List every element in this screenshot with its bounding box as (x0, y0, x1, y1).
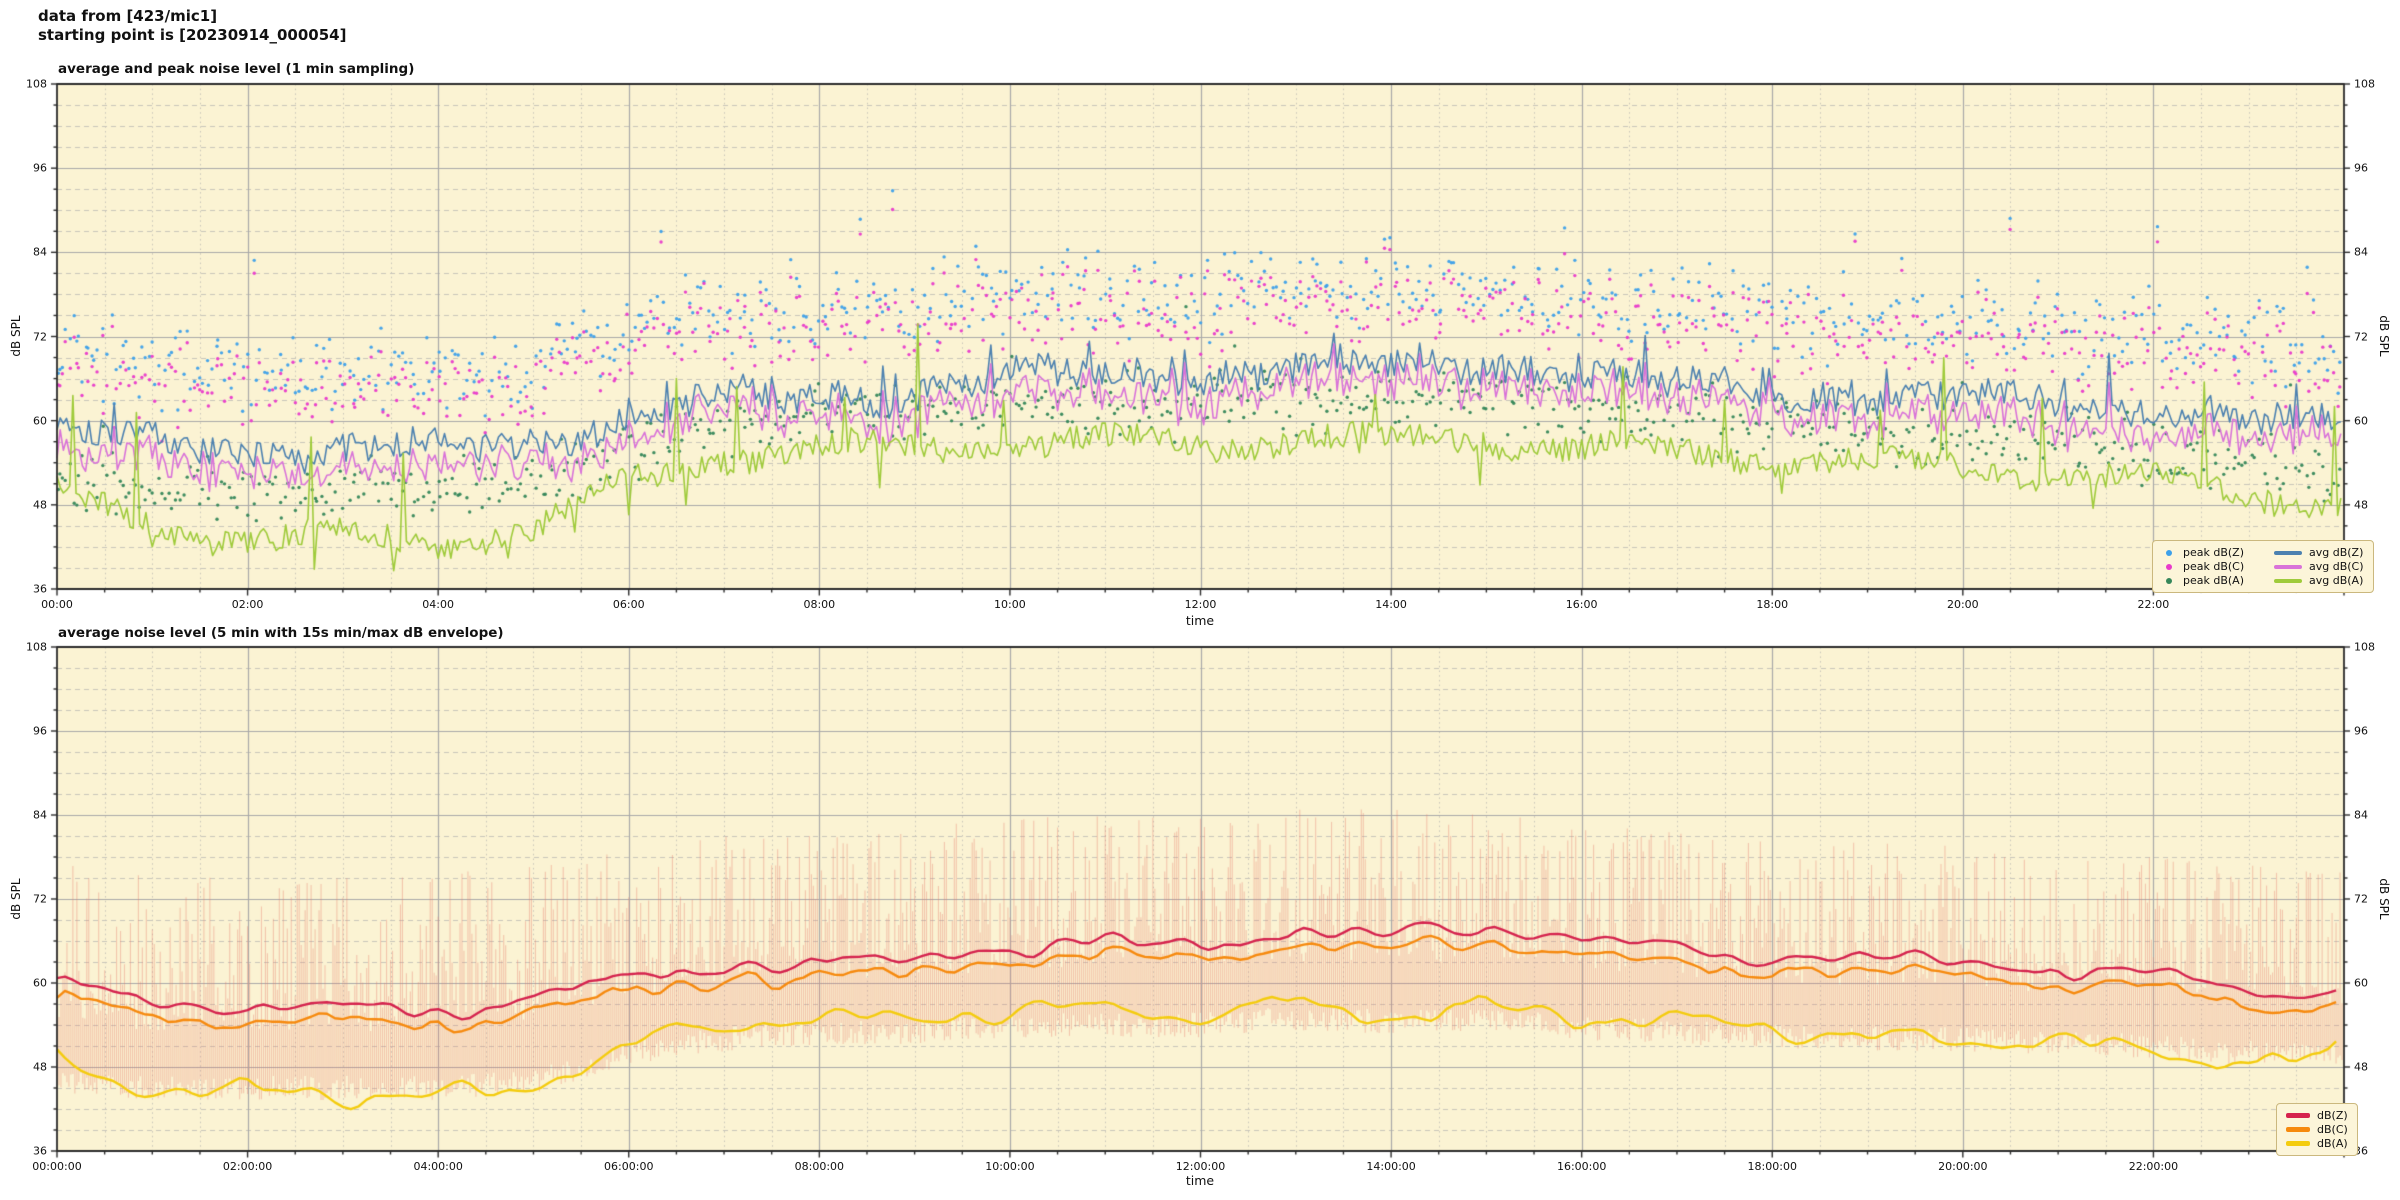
legend-label: peak dB(A) (2183, 574, 2244, 587)
y-tick-label-left: 60 (33, 976, 47, 990)
y-tick-label-left: 84 (33, 808, 47, 822)
legend-grid: peak dB(Z) avg dB(Z) peak dB(C) avg dB(C) pe… (2153, 541, 2373, 592)
y-tick-label-right: 96 (2354, 724, 2368, 738)
legend-bottom-chart: dB(Z) dB(C) dB(A) (2276, 1103, 2358, 1156)
x-tick-label: 18:00 (1756, 598, 1789, 611)
legend-marker-db-z- (2286, 1113, 2310, 1118)
x-tick-label: 08:00 (803, 598, 836, 611)
legend-grid: dB(Z) dB(C) dB(A) (2277, 1104, 2357, 1155)
x-tick-label: 12:00:00 (1175, 1160, 1226, 1173)
chart1-ylabel-left: dB SPL (9, 315, 23, 357)
x-tick-label: 04:00:00 (413, 1160, 463, 1173)
x-tick-label: 14:00 (1375, 598, 1407, 611)
y-tick-label-right: 48 (2354, 498, 2368, 512)
y-tick-label-left: 36 (33, 582, 47, 596)
legend-label: avg dB(A) (2309, 574, 2364, 587)
y-tick-label-right: 48 (2354, 1060, 2368, 1074)
chart2-ylabel-left: dB SPL (9, 878, 23, 920)
legend-marker-peak-db-z- (2166, 549, 2172, 556)
y-tick-label-right: 108 (2354, 640, 2375, 654)
y-tick-label-left: 96 (33, 161, 47, 175)
y-tick-label-right: 84 (2354, 808, 2368, 822)
chart1-ylabel-right: dB SPL (2377, 315, 2391, 357)
y-tick-label-right: 96 (2354, 161, 2368, 175)
x-tick-label: 10:00 (994, 598, 1026, 611)
x-tick-label: 20:00:00 (1938, 1160, 1988, 1173)
x-tick-label: 16:00:00 (1556, 1160, 1607, 1173)
x-tick-label: 10:00:00 (985, 1160, 1035, 1173)
x-tick-label: 22:00:00 (2128, 1160, 2179, 1173)
x-tick-label: 04:00 (422, 598, 455, 611)
x-tick-label: 06:00 (612, 598, 645, 611)
legend-marker-peak-db-a- (2166, 577, 2172, 584)
legend-marker-db-c- (2286, 1127, 2310, 1132)
x-tick-label: 18:00:00 (1747, 1160, 1797, 1173)
legend-marker-avg-db-z- (2274, 550, 2302, 555)
legend-label: avg dB(Z) (2309, 546, 2364, 559)
chart2-title: average noise level (5 min with 15s min/… (58, 625, 504, 641)
x-tick-label: 22:00 (2137, 598, 2170, 611)
legend-label: avg dB(C) (2309, 560, 2364, 573)
chart2-ylabel-right: dB SPL (2377, 878, 2391, 920)
y-tick-label-right: 72 (2354, 892, 2368, 906)
x-tick-label: 14:00:00 (1366, 1160, 1416, 1173)
y-tick-label-right: 108 (2354, 77, 2375, 91)
x-tick-label: 02:00 (231, 598, 264, 611)
y-tick-label-left: 48 (33, 1060, 47, 1074)
y-tick-label-left: 60 (33, 414, 47, 428)
legend-label: dB(Z) (2317, 1109, 2348, 1122)
chart1-title: average and peak noise level (1 min samp… (58, 61, 415, 77)
chart1-xlabel: time (1185, 613, 1215, 628)
y-tick-label-left: 108 (26, 640, 47, 654)
y-tick-label-right: 60 (2354, 976, 2368, 990)
y-tick-label-left: 84 (33, 245, 47, 259)
legend-label: dB(A) (2317, 1137, 2348, 1150)
x-tick-label: 20:00 (1946, 598, 1979, 611)
y-tick-label-left: 36 (33, 1144, 47, 1158)
x-tick-label: 00:00 (41, 598, 73, 611)
legend-marker-peak-db-c- (2166, 563, 2172, 570)
x-tick-label: 00:00:00 (32, 1160, 82, 1173)
y-tick-label-left: 72 (33, 330, 47, 343)
header-line2: starting point is [20230914_000054] (38, 26, 347, 44)
y-tick-label-left: 48 (33, 498, 47, 512)
y-tick-label-left: 108 (26, 77, 47, 91)
y-tick-label-right: 72 (2354, 330, 2368, 343)
legend-marker-avg-db-a- (2274, 578, 2302, 583)
legend-marker-avg-db-c- (2274, 564, 2302, 569)
y-tick-label-left: 96 (33, 724, 47, 738)
x-tick-label: 12:00 (1184, 598, 1217, 611)
x-tick-label: 02:00:00 (222, 1160, 273, 1173)
y-tick-label-left: 72 (33, 892, 47, 906)
y-tick-label-right: 60 (2354, 414, 2368, 428)
legend-top-chart: peak dB(Z) avg dB(Z) peak dB(C) avg dB(C) pe… (2152, 540, 2374, 593)
legend-label: peak dB(C) (2183, 560, 2245, 573)
y-tick-label-right: 84 (2354, 245, 2368, 259)
x-tick-label: 06:00:00 (604, 1160, 654, 1173)
header-line1: data from [423/mic1] (38, 7, 218, 25)
legend-marker-db-a- (2286, 1141, 2310, 1146)
chart2-xlabel: time (1185, 1173, 1215, 1188)
legend-label: peak dB(Z) (2183, 546, 2245, 559)
x-tick-label: 08:00:00 (794, 1160, 845, 1173)
legend-label: dB(C) (2317, 1123, 2348, 1136)
x-tick-label: 16:00 (1565, 598, 1598, 611)
